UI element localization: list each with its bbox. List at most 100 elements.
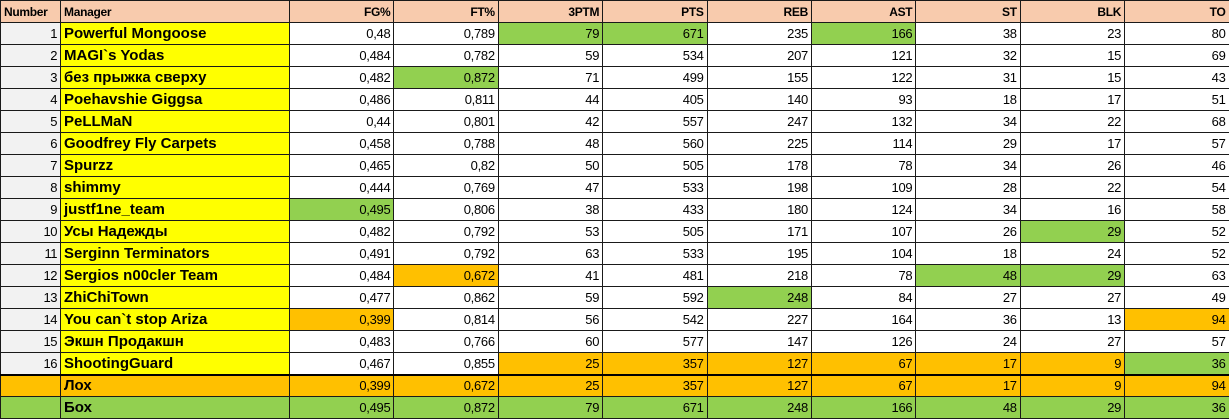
stat-cell-blk[interactable]: 15: [1019, 66, 1126, 89]
stat-cell-3ptm[interactable]: 60: [497, 330, 604, 353]
column-header-pts[interactable]: PTS: [602, 0, 708, 23]
rank-cell[interactable]: 3: [0, 66, 61, 89]
stat-cell-blk[interactable]: 27: [1019, 286, 1126, 309]
summary-stat-cell-ft-pct[interactable]: 0,872: [393, 396, 499, 419]
stat-cell-blk[interactable]: 23: [1019, 22, 1126, 45]
stat-cell-ast[interactable]: 126: [810, 330, 917, 353]
stat-cell-st[interactable]: 38: [915, 22, 1021, 45]
stat-cell-3ptm[interactable]: 56: [497, 308, 604, 331]
manager-cell[interactable]: без прыжка сверху: [60, 66, 290, 89]
stat-cell-st[interactable]: 34: [915, 198, 1021, 221]
stat-cell-st[interactable]: 48: [915, 264, 1021, 287]
manager-cell[interactable]: PeLLMaN: [60, 110, 290, 133]
stat-cell-to[interactable]: 43: [1124, 66, 1229, 89]
column-header-manager[interactable]: Manager: [60, 0, 290, 23]
manager-cell[interactable]: Serginn Terminators: [60, 242, 290, 265]
column-header-ft-pct[interactable]: FT%: [393, 0, 499, 23]
stat-cell-fg-pct[interactable]: 0,495: [288, 198, 395, 221]
stat-cell-to[interactable]: 36: [1124, 352, 1229, 375]
rank-cell[interactable]: 4: [0, 88, 61, 111]
manager-cell[interactable]: ShootingGuard: [60, 352, 290, 375]
summary-stat-cell-st[interactable]: 48: [915, 396, 1021, 419]
stat-cell-pts[interactable]: 433: [602, 198, 708, 221]
manager-cell[interactable]: Powerful Mongoose: [60, 22, 290, 45]
stat-cell-ast[interactable]: 122: [810, 66, 917, 89]
stat-cell-ft-pct[interactable]: 0,766: [393, 330, 499, 353]
rank-cell[interactable]: 15: [0, 330, 61, 353]
stat-cell-pts[interactable]: 499: [602, 66, 708, 89]
stat-cell-st[interactable]: 17: [915, 352, 1021, 375]
stat-cell-blk[interactable]: 17: [1019, 132, 1126, 155]
stat-cell-st[interactable]: 31: [915, 66, 1021, 89]
summary-stat-cell-blk[interactable]: 9: [1019, 373, 1126, 397]
manager-cell[interactable]: Экшн Продакшн: [60, 330, 290, 353]
stat-cell-reb[interactable]: 155: [706, 66, 812, 89]
summary-stat-cell-st[interactable]: 17: [915, 373, 1021, 397]
stat-cell-to[interactable]: 49: [1124, 286, 1229, 309]
stat-cell-3ptm[interactable]: 50: [497, 154, 604, 177]
stat-cell-reb[interactable]: 207: [706, 44, 812, 67]
manager-cell[interactable]: ZhiChiTown: [60, 286, 290, 309]
stat-cell-blk[interactable]: 29: [1019, 264, 1126, 287]
stat-cell-to[interactable]: 52: [1124, 220, 1229, 243]
stat-cell-fg-pct[interactable]: 0,482: [288, 66, 395, 89]
stat-cell-to[interactable]: 94: [1124, 308, 1229, 331]
stat-cell-st[interactable]: 18: [915, 88, 1021, 111]
stat-cell-st[interactable]: 28: [915, 176, 1021, 199]
stat-cell-reb[interactable]: 195: [706, 242, 812, 265]
stat-cell-ft-pct[interactable]: 0,788: [393, 132, 499, 155]
rank-cell[interactable]: 10: [0, 220, 61, 243]
stat-cell-3ptm[interactable]: 59: [497, 286, 604, 309]
stat-cell-ft-pct[interactable]: 0,872: [393, 66, 499, 89]
manager-cell[interactable]: shimmy: [60, 176, 290, 199]
rank-cell[interactable]: 2: [0, 44, 61, 67]
stat-cell-pts[interactable]: 533: [602, 242, 708, 265]
stat-cell-3ptm[interactable]: 48: [497, 132, 604, 155]
stat-cell-ast[interactable]: 107: [810, 220, 917, 243]
summary-rank-cell[interactable]: [0, 373, 61, 397]
stat-cell-fg-pct[interactable]: 0,444: [288, 176, 395, 199]
stat-cell-3ptm[interactable]: 79: [497, 22, 604, 45]
stat-cell-to[interactable]: 54: [1124, 176, 1229, 199]
rank-cell[interactable]: 8: [0, 176, 61, 199]
stat-cell-3ptm[interactable]: 63: [497, 242, 604, 265]
stat-cell-st[interactable]: 26: [915, 220, 1021, 243]
stat-cell-3ptm[interactable]: 53: [497, 220, 604, 243]
summary-stat-cell-3ptm[interactable]: 25: [497, 373, 604, 397]
stat-cell-ast[interactable]: 93: [810, 88, 917, 111]
stat-cell-to[interactable]: 58: [1124, 198, 1229, 221]
stat-cell-ft-pct[interactable]: 0,789: [393, 22, 499, 45]
stat-cell-to[interactable]: 63: [1124, 264, 1229, 287]
stat-cell-ft-pct[interactable]: 0,814: [393, 308, 499, 331]
summary-label-cell[interactable]: Лох: [60, 373, 290, 397]
stat-cell-blk[interactable]: 16: [1019, 198, 1126, 221]
stat-cell-fg-pct[interactable]: 0,486: [288, 88, 395, 111]
stat-cell-fg-pct[interactable]: 0,399: [288, 308, 395, 331]
stat-cell-ft-pct[interactable]: 0,801: [393, 110, 499, 133]
stat-cell-blk[interactable]: 24: [1019, 242, 1126, 265]
stat-cell-3ptm[interactable]: 41: [497, 264, 604, 287]
stat-cell-blk[interactable]: 22: [1019, 110, 1126, 133]
stat-cell-ast[interactable]: 114: [810, 132, 917, 155]
stat-cell-ft-pct[interactable]: 0,782: [393, 44, 499, 67]
stat-cell-fg-pct[interactable]: 0,477: [288, 286, 395, 309]
stat-cell-3ptm[interactable]: 38: [497, 198, 604, 221]
stat-cell-blk[interactable]: 22: [1019, 176, 1126, 199]
stat-cell-ast[interactable]: 67: [810, 352, 917, 375]
stat-cell-st[interactable]: 24: [915, 330, 1021, 353]
stat-cell-ft-pct[interactable]: 0,769: [393, 176, 499, 199]
manager-cell[interactable]: Poehavshie Giggsa: [60, 88, 290, 111]
stat-cell-pts[interactable]: 405: [602, 88, 708, 111]
stat-cell-blk[interactable]: 27: [1019, 330, 1126, 353]
stat-cell-to[interactable]: 57: [1124, 330, 1229, 353]
stat-cell-3ptm[interactable]: 44: [497, 88, 604, 111]
rank-cell[interactable]: 9: [0, 198, 61, 221]
summary-label-cell[interactable]: Бох: [60, 396, 290, 419]
stat-cell-pts[interactable]: 533: [602, 176, 708, 199]
stat-cell-pts[interactable]: 505: [602, 220, 708, 243]
stat-cell-blk[interactable]: 9: [1019, 352, 1126, 375]
stat-cell-fg-pct[interactable]: 0,484: [288, 44, 395, 67]
stat-cell-ast[interactable]: 104: [810, 242, 917, 265]
column-header-number[interactable]: Number: [0, 0, 61, 23]
stat-cell-ast[interactable]: 132: [810, 110, 917, 133]
